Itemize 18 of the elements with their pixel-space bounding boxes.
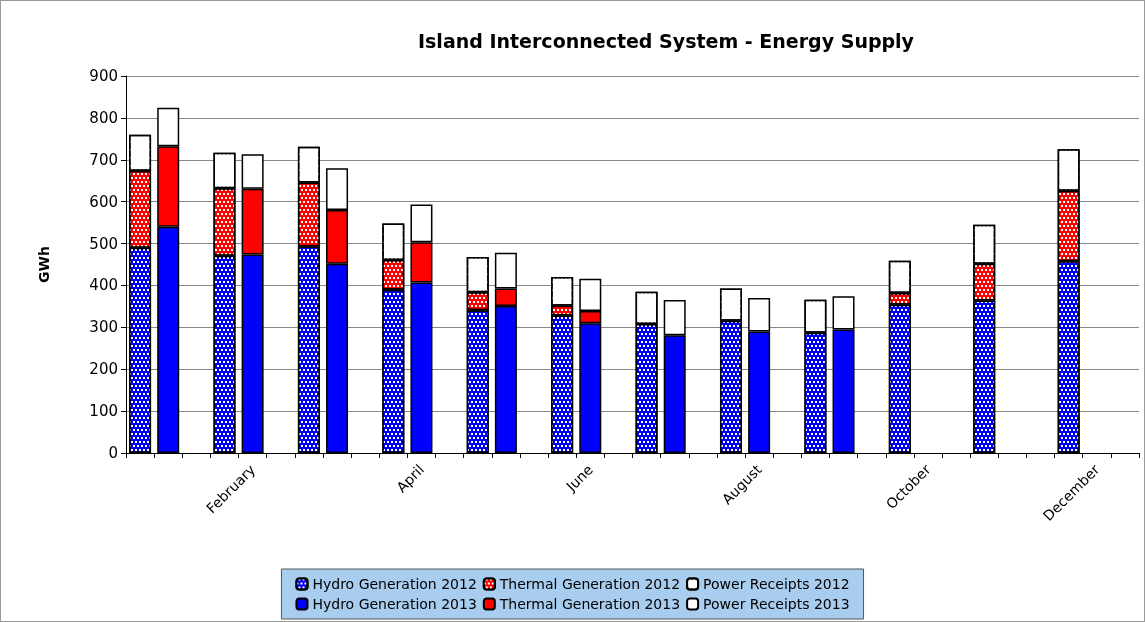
y-tick-label: 100 <box>89 402 118 421</box>
y-axis-title: GWh <box>36 246 52 283</box>
chart-title: Island Interconnected System - Energy Supply <box>417 29 915 52</box>
y-tick-label: 700 <box>89 150 118 169</box>
legend-label: Power Receipts 2013 <box>703 596 850 612</box>
y-tick-label: 400 <box>89 276 118 295</box>
y-tick-label: 200 <box>89 360 118 379</box>
legend-label: Thermal Generation 2013 <box>498 596 681 612</box>
y-tick-label: 900 <box>89 67 118 85</box>
legend-label: Hydro Generation 2012 <box>312 576 477 592</box>
legend-label: Power Receipts 2012 <box>703 576 850 592</box>
legend-label: Hydro Generation 2013 <box>312 596 477 612</box>
y-tick-label: 0 <box>108 444 118 462</box>
legend-label: Thermal Generation 2012 <box>498 576 681 592</box>
y-tick-label: 500 <box>89 234 118 253</box>
y-tick-label: 800 <box>89 108 118 127</box>
y-tick-label: 300 <box>89 318 118 337</box>
y-tick-label: 600 <box>89 192 118 211</box>
